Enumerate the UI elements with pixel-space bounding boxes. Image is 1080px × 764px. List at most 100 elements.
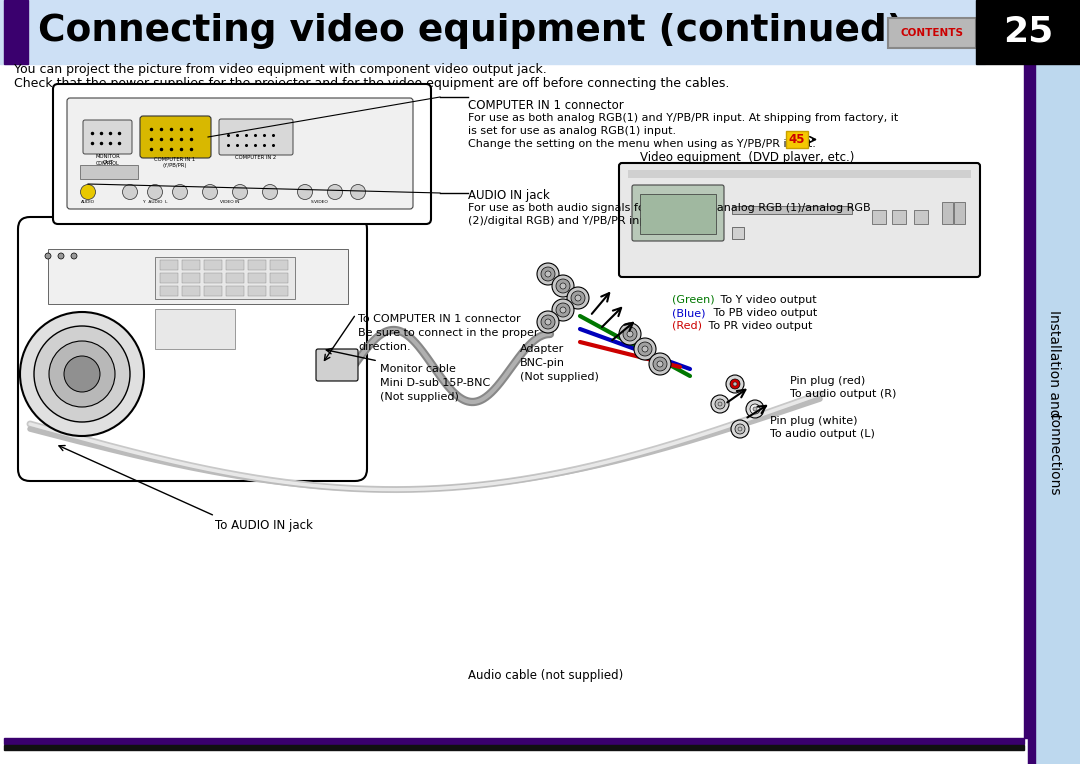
FancyBboxPatch shape: [316, 349, 357, 381]
Bar: [160, 286, 178, 296]
Circle shape: [653, 357, 667, 371]
Bar: [954, 202, 966, 224]
Bar: [4, 745, 1024, 750]
Circle shape: [545, 319, 551, 325]
Circle shape: [753, 407, 757, 411]
Text: (Red): (Red): [672, 321, 702, 331]
Text: Pin plug (white): Pin plug (white): [770, 416, 858, 426]
Bar: [942, 202, 953, 224]
Text: Video equipment  (DVD player, etc.): Video equipment (DVD player, etc.): [640, 151, 854, 164]
Circle shape: [58, 253, 64, 259]
Text: To Y video output: To Y video output: [717, 295, 816, 305]
Bar: [248, 273, 266, 283]
Text: To audio output (R): To audio output (R): [789, 389, 896, 399]
Text: Y  AUDIO  L: Y AUDIO L: [143, 200, 167, 204]
Circle shape: [718, 402, 723, 406]
Circle shape: [173, 184, 188, 199]
Text: To PB video output: To PB video output: [710, 308, 818, 318]
Circle shape: [45, 253, 51, 259]
FancyBboxPatch shape: [53, 84, 431, 224]
Text: COMPUTER IN 2: COMPUTER IN 2: [235, 155, 276, 160]
Circle shape: [715, 399, 725, 409]
Circle shape: [738, 427, 742, 431]
FancyBboxPatch shape: [632, 185, 724, 241]
Circle shape: [746, 400, 764, 418]
Bar: [892, 210, 906, 224]
Text: is set for use as analog RGB(1) input.: is set for use as analog RGB(1) input.: [468, 126, 676, 136]
Bar: [4, 738, 1024, 744]
Circle shape: [750, 404, 760, 414]
FancyBboxPatch shape: [67, 98, 413, 209]
Text: For use as both analog RGB(1) and Y/PB/PR input. At shipping from factory, it: For use as both analog RGB(1) and Y/PB/P…: [468, 113, 899, 123]
Circle shape: [571, 291, 585, 305]
Bar: [48, 249, 348, 304]
Circle shape: [21, 312, 144, 436]
Circle shape: [726, 375, 744, 393]
Circle shape: [262, 184, 278, 199]
Text: connections: connections: [1047, 413, 1061, 496]
Bar: [156, 257, 295, 299]
Circle shape: [541, 315, 555, 329]
Text: Pin plug (red): Pin plug (red): [789, 376, 865, 386]
Text: To COMPUTER IN 1 connector
Be sure to connect in the proper
direction.: To COMPUTER IN 1 connector Be sure to co…: [357, 314, 539, 352]
Text: To audio output (L): To audio output (L): [770, 429, 875, 439]
Circle shape: [537, 311, 559, 333]
Circle shape: [297, 184, 312, 199]
Circle shape: [731, 420, 750, 438]
Text: Audio cable (not supplied): Audio cable (not supplied): [468, 669, 623, 682]
Bar: [204, 260, 222, 270]
Text: Adapter
BNC-pin
(Not supplied): Adapter BNC-pin (Not supplied): [519, 344, 599, 382]
Text: To AUDIO IN jack: To AUDIO IN jack: [215, 519, 313, 532]
Circle shape: [81, 184, 95, 199]
Circle shape: [556, 279, 570, 293]
Bar: [270, 286, 288, 296]
Bar: [226, 273, 244, 283]
Text: (Blue): (Blue): [672, 308, 705, 318]
Bar: [160, 273, 178, 283]
Circle shape: [552, 299, 573, 321]
Circle shape: [545, 271, 551, 277]
Circle shape: [537, 263, 559, 285]
Circle shape: [711, 395, 729, 413]
Circle shape: [552, 275, 573, 297]
Bar: [204, 286, 222, 296]
Bar: [156, 309, 235, 349]
Circle shape: [730, 379, 740, 389]
Circle shape: [657, 361, 663, 367]
Bar: [204, 273, 222, 283]
Circle shape: [203, 184, 217, 199]
Text: Installation and: Installation and: [1047, 310, 1061, 418]
Circle shape: [71, 253, 77, 259]
Text: 45: 45: [788, 133, 806, 146]
Text: Change the setting on the menu when using as Y/PB/PR input.: Change the setting on the menu when usin…: [468, 139, 815, 149]
Text: VIDEO IN: VIDEO IN: [220, 200, 240, 204]
FancyBboxPatch shape: [140, 116, 211, 158]
Text: Check that the power supplies for the projector and for the video equipment are : Check that the power supplies for the pr…: [14, 77, 729, 90]
Bar: [183, 286, 200, 296]
Circle shape: [733, 382, 737, 386]
Circle shape: [575, 295, 581, 301]
Text: COMPUTER IN 1
(Y/PB/PR): COMPUTER IN 1 (Y/PB/PR): [154, 157, 195, 168]
Circle shape: [623, 327, 637, 341]
Text: (2)/digital RGB) and Y/PB/PR input.: (2)/digital RGB) and Y/PB/PR input.: [468, 216, 661, 226]
Text: S-VIDEO: S-VIDEO: [311, 200, 329, 204]
Bar: [914, 210, 928, 224]
Bar: [976, 0, 1080, 64]
Bar: [226, 260, 244, 270]
Bar: [1024, 64, 1028, 738]
Circle shape: [619, 323, 642, 345]
Circle shape: [33, 326, 130, 422]
Circle shape: [638, 342, 652, 356]
Text: Monitor cable
Mini D-sub 15P-BNC
(Not supplied): Monitor cable Mini D-sub 15P-BNC (Not su…: [380, 364, 490, 402]
Text: COMPUTER IN 1 connector: COMPUTER IN 1 connector: [468, 99, 624, 112]
Text: MONITOR
OUT: MONITOR OUT: [96, 154, 120, 165]
Circle shape: [327, 184, 342, 199]
FancyBboxPatch shape: [888, 18, 976, 48]
Text: Connecting video equipment (continued): Connecting video equipment (continued): [38, 13, 904, 49]
FancyBboxPatch shape: [219, 119, 293, 155]
Circle shape: [735, 424, 745, 434]
Circle shape: [561, 283, 566, 289]
Circle shape: [556, 303, 570, 317]
FancyBboxPatch shape: [619, 163, 980, 277]
Circle shape: [541, 267, 555, 281]
